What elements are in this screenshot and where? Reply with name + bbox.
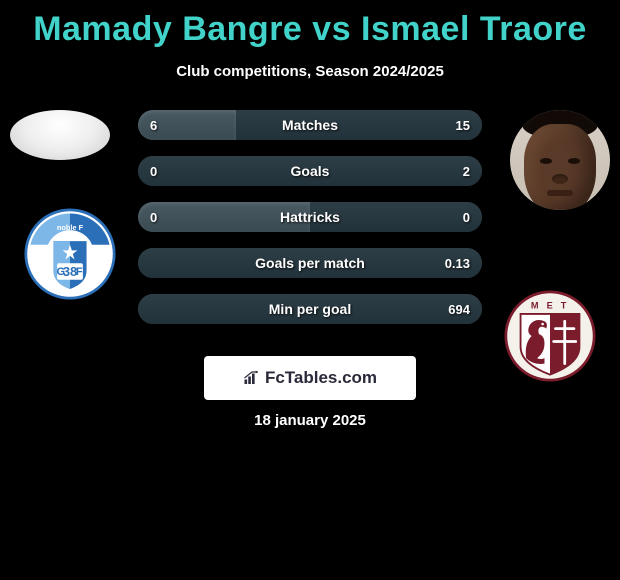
comparison-area: noble F 38 G F M E T xyxy=(0,110,620,360)
face-nose xyxy=(552,174,568,184)
stat-bar: Matches6 15 xyxy=(138,110,482,140)
stat-bar: Hattricks0 0 xyxy=(138,202,482,232)
bar-stat-label: Matches xyxy=(138,110,482,140)
club-right-badge: M E T xyxy=(504,290,596,382)
bar-stat-label: Min per goal xyxy=(138,294,482,324)
chart-icon xyxy=(243,370,261,386)
bar-value-right: 0 xyxy=(463,202,470,232)
player-left-avatar xyxy=(10,110,110,160)
grenoble-badge-icon: noble F 38 G F xyxy=(24,208,116,300)
stat-bars: Matches615Goals02Hattricks00Goals per ma… xyxy=(138,110,482,340)
club-left-badge: noble F 38 G F xyxy=(24,208,116,300)
metz-badge-icon: M E T xyxy=(504,290,596,382)
watermark-text: FcTables.com xyxy=(243,368,377,388)
watermark-badge: FcTables.com xyxy=(204,356,416,400)
bar-value-left: 6 xyxy=(150,110,157,140)
bar-value-left: 0 xyxy=(150,156,157,186)
bar-stat-label: Goals per match xyxy=(138,248,482,278)
face-shape xyxy=(524,124,596,210)
stat-bar: Goals per match0.13 xyxy=(138,248,482,278)
bar-value-left: 0 xyxy=(150,202,157,232)
player-right-avatar xyxy=(510,110,610,210)
date-label: 18 january 2025 xyxy=(0,412,620,429)
bar-value-right: 694 xyxy=(448,294,470,324)
stat-bar: Goals0 2 xyxy=(138,156,482,186)
face-mouth xyxy=(547,190,573,196)
bar-stat-label: Hattricks xyxy=(138,202,482,232)
bar-value-right: 15 xyxy=(456,110,470,140)
svg-text:noble F: noble F xyxy=(57,223,84,232)
svg-text:M E T: M E T xyxy=(531,300,569,310)
svg-text:F: F xyxy=(76,266,83,278)
bar-stat-label: Goals xyxy=(138,156,482,186)
bar-value-right: 2 xyxy=(463,156,470,186)
stat-bar: Min per goal694 xyxy=(138,294,482,324)
svg-text:G: G xyxy=(57,266,66,278)
watermark-label: FcTables.com xyxy=(265,368,377,388)
page-title: Mamady Bangre vs Ismael Traore xyxy=(0,0,620,49)
subtitle: Club competitions, Season 2024/2025 xyxy=(0,63,620,80)
bar-value-right: 0.13 xyxy=(445,248,470,278)
